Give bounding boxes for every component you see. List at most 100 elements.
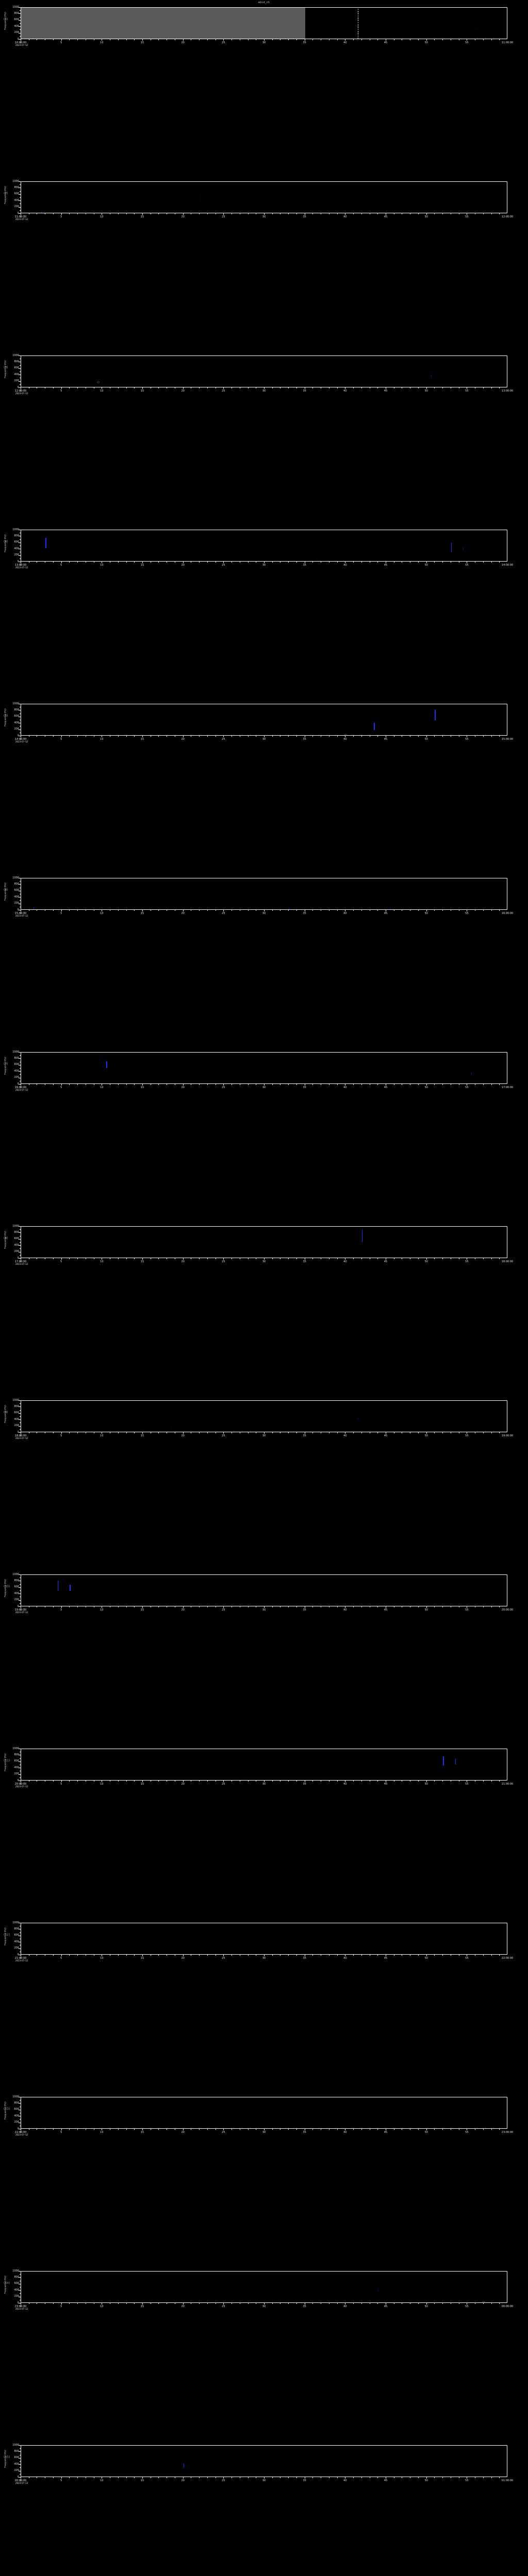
- y-tick-label: 600: [14, 715, 19, 718]
- x-tick-mark: [142, 1084, 143, 1086]
- x-tick-mark-minor: [442, 387, 443, 388]
- x-tick-label: 40: [343, 215, 347, 218]
- x-tick-mark-minor: [337, 213, 338, 214]
- y-tick-mark: [19, 1948, 21, 1949]
- x-tick-label: 45: [384, 215, 388, 218]
- y-tick-label: 200: [14, 1598, 19, 1602]
- x-tick-mark: [426, 1084, 427, 1086]
- x-tick-mark: [426, 736, 427, 737]
- detection-mark: [431, 374, 432, 378]
- y-tick-mark-minor: [19, 210, 21, 211]
- y-tick-mark: [19, 1258, 21, 1259]
- y-tick-label: 600: [14, 1237, 19, 1241]
- plot-area[interactable]: [21, 1400, 507, 1432]
- x-tick-label: 30: [262, 1086, 266, 1089]
- panel-number-label: (15): [4, 2455, 10, 2459]
- detection-mark: [45, 537, 46, 549]
- x-tick-mark-minor: [126, 387, 127, 388]
- x-tick-mark-minor: [207, 910, 208, 911]
- x-tick-mark-minor: [118, 736, 119, 737]
- x-tick-mark-minor: [491, 1955, 492, 1956]
- y-tick-mark: [19, 200, 21, 201]
- x-tick-label: 40: [343, 1956, 347, 1960]
- y-tick-mark: [19, 20, 21, 21]
- y-tick-mark: [19, 181, 21, 182]
- x-tick-mark-minor: [491, 387, 492, 388]
- plot-area[interactable]: [21, 878, 507, 910]
- x-tick-mark-minor: [126, 562, 127, 563]
- x-tick-mark-minor: [312, 2303, 314, 2304]
- plot-area[interactable]: ○: [21, 2271, 507, 2303]
- x-tick-mark-minor: [77, 2303, 78, 2304]
- x-tick-label: 50: [424, 1434, 428, 1437]
- x-tick-mark: [223, 2303, 224, 2304]
- panel-date-label: 2023-07-12: [15, 1088, 28, 1091]
- x-tick-label: 15: [140, 1086, 144, 1089]
- x-axis-ticks: 0 5 10 15 20 25 30 35 40 45 50 55 13:00:00 14:00:00 20…: [15, 562, 513, 569]
- x-tick-mark-minor: [377, 910, 378, 911]
- detection-mark: [29, 1082, 30, 1083]
- y-tick-label: 600: [14, 1063, 19, 1066]
- x-tick-mark-minor: [418, 1258, 419, 1259]
- x-tick-mark-minor: [442, 1258, 443, 1259]
- x-tick-mark-minor: [126, 1781, 127, 1782]
- x-tick-mark-minor: [118, 213, 119, 214]
- x-tick-mark-minor: [158, 2303, 159, 2304]
- x-tick-mark-minor: [288, 910, 289, 911]
- x-axis-ticks: 0 5 10 15 20 25 30 35 40 45 50 55 14:00:00 15:00:00 20…: [15, 736, 513, 743]
- x-tick-mark-minor: [158, 1432, 159, 1433]
- x-tick-mark-minor: [118, 39, 119, 40]
- plot-area[interactable]: [21, 1574, 507, 1606]
- y-tick-label: 200: [14, 1076, 19, 1079]
- x-tick-mark-minor: [377, 2303, 378, 2304]
- y-tick-label: 400: [14, 372, 19, 376]
- x-tick-mark: [264, 1955, 265, 1956]
- plot-area[interactable]: [21, 1226, 507, 1258]
- x-tick-mark-minor: [353, 1084, 354, 1085]
- spectrogram-panel: (1)Frequency (Hz)02004006008001000051015…: [0, 6, 528, 181]
- y-tick-mark: [19, 2451, 21, 2452]
- x-tick-mark: [264, 1084, 265, 1086]
- x-tick-mark-minor: [53, 736, 54, 737]
- spectrogram-panel: (15)Frequency (Hz)0200400600800100005101…: [0, 2444, 528, 2576]
- plot-area[interactable]: [21, 2445, 507, 2477]
- plot-area[interactable]: [21, 1749, 507, 1781]
- x-tick-mark-minor: [248, 1606, 249, 1607]
- y-tick-label: 0: [1, 734, 21, 737]
- plot-area[interactable]: [21, 1052, 507, 1084]
- x-tick-mark: [223, 1781, 224, 1782]
- plot-area[interactable]: [21, 530, 507, 562]
- x-tick-mark: [426, 39, 427, 41]
- x-tick-mark-minor: [442, 1084, 443, 1085]
- x-tick-mark-minor: [126, 736, 127, 737]
- x-tick-mark-minor: [434, 736, 435, 737]
- panel-number-label: (7): [4, 1062, 8, 1066]
- plot-area[interactable]: ○: [21, 355, 507, 387]
- x-tick-mark-minor: [126, 1955, 127, 1956]
- x-tick-label: 55: [465, 215, 469, 218]
- y-tick-mark: [19, 2445, 21, 2446]
- plot-area[interactable]: [21, 7, 507, 39]
- y-tick-mark: [19, 381, 21, 382]
- x-tick-mark-minor: [434, 910, 435, 911]
- plot-area[interactable]: [21, 181, 507, 213]
- y-tick-label: 800: [14, 1056, 19, 1060]
- x-tick-mark: [142, 1432, 143, 1434]
- x-tick-mark-minor: [288, 1084, 289, 1085]
- x-tick-mark-minor: [53, 2129, 54, 2130]
- x-tick-mark-minor: [434, 562, 435, 563]
- x-tick-label: 25: [222, 215, 225, 218]
- x-tick-mark-minor: [126, 39, 127, 40]
- x-tick-mark-minor: [207, 39, 208, 40]
- spectrogram-panel: (12)Frequency (Hz)0200400600800100005101…: [0, 1921, 528, 2097]
- x-tick-label: 35: [303, 1260, 306, 1263]
- plot-area[interactable]: [21, 2097, 507, 2129]
- x-tick-label: 45: [384, 911, 388, 915]
- x-tick-label: 35: [303, 2130, 306, 2134]
- y-tick-mark: [19, 13, 21, 14]
- x-tick-mark-minor: [499, 2129, 500, 2130]
- plot-area[interactable]: [21, 1923, 507, 1955]
- plot-area[interactable]: ○: [21, 704, 507, 736]
- y-tick-mark-minor: [19, 2467, 21, 2468]
- y-tick-label: 1000: [12, 1224, 19, 1228]
